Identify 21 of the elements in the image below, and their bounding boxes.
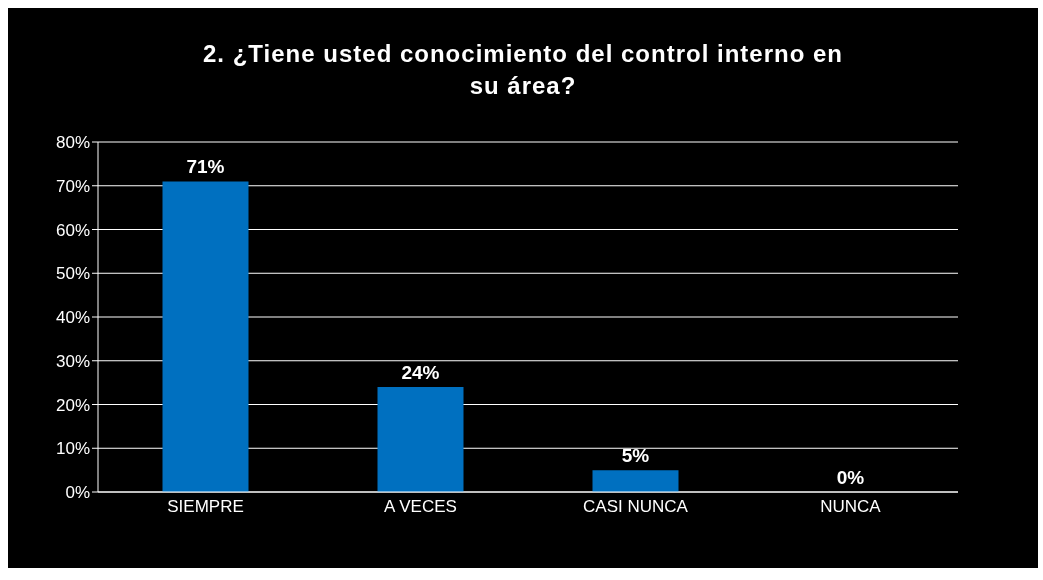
y-tick-label: 10% <box>55 439 90 459</box>
y-tick-label: 20% <box>55 395 90 415</box>
x-tick-label: A VECES <box>384 497 457 517</box>
y-tick-label: 50% <box>55 264 90 284</box>
y-tick-label: 70% <box>55 176 90 196</box>
data-label: 71% <box>186 156 225 178</box>
y-tick-label: 30% <box>55 351 90 371</box>
x-tick-label: CASI NUNCA <box>583 497 689 517</box>
y-tick-label: 0% <box>65 483 90 503</box>
y-tick-label: 60% <box>55 220 90 240</box>
x-tick-label: NUNCA <box>820 497 882 517</box>
bar <box>592 470 679 492</box>
data-label: 0% <box>836 467 865 488</box>
data-label: 5% <box>621 445 650 467</box>
data-label: 24% <box>401 362 440 383</box>
bar <box>162 181 249 492</box>
x-tick-label: SIEMPRE <box>167 497 244 517</box>
bar <box>377 387 464 492</box>
y-tick-label: 40% <box>55 308 90 328</box>
chart-title: 2. ¿Tiene usted conocimiento del control interno en su área? <box>202 39 844 101</box>
y-tick-label: 80% <box>55 133 90 153</box>
